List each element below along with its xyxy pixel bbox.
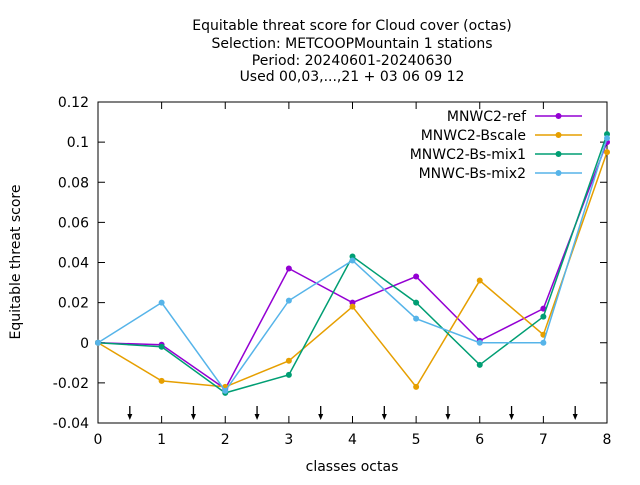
legend-marker: [555, 151, 562, 157]
data-point: [540, 313, 547, 320]
class-marker-arrowhead: [190, 414, 196, 420]
legend-marker: [555, 132, 562, 138]
y-tick-label: 0.08: [58, 175, 89, 191]
class-marker-arrowhead: [445, 414, 451, 420]
data-point: [604, 149, 610, 156]
x-tick-label: 1: [157, 432, 166, 448]
chart-title: Equitable threat score for Cloud cover (…: [192, 18, 511, 85]
legend-label: MNWC2-Bs-mix1: [410, 147, 526, 163]
series-lines: [95, 131, 610, 396]
y-tick-label: 0: [80, 336, 89, 352]
data-point: [413, 315, 420, 322]
class-marker-arrowhead: [254, 414, 260, 420]
data-point: [413, 383, 420, 390]
y-tick-label: 0.12: [58, 95, 89, 111]
data-point: [476, 361, 483, 368]
data-point: [158, 377, 165, 384]
data-point: [349, 257, 356, 264]
data-point: [413, 273, 420, 280]
x-tick-label: 3: [284, 432, 293, 448]
x-tick-label: 8: [603, 432, 612, 448]
legend-label: MNWC2-ref: [447, 109, 527, 125]
legend: MNWC2-ref MNWC2-Bscale MNWC2-Bs-mix1 MNWC-B…: [410, 109, 582, 182]
data-point: [476, 339, 483, 346]
data-point: [285, 297, 292, 304]
y-tick-label: 0.02: [58, 296, 89, 312]
data-point: [604, 135, 610, 142]
x-tick-label: 4: [348, 432, 357, 448]
class-markers: [127, 406, 578, 420]
class-marker-arrowhead: [127, 414, 133, 420]
data-point: [158, 299, 165, 306]
legend-label: MNWC-Bs-mix2: [419, 166, 526, 182]
x-tick-label: 0: [94, 432, 103, 448]
data-point: [476, 277, 483, 284]
data-point: [285, 357, 292, 364]
data-point: [285, 265, 292, 272]
x-axis-label: classes octas: [306, 459, 399, 475]
data-point: [222, 387, 229, 394]
y-tick-label: -0.02: [53, 376, 89, 392]
series-line: [97, 151, 608, 389]
y-axis-label: Equitable threat score: [8, 185, 24, 340]
data-point: [285, 371, 292, 378]
title-line-1: Equitable threat score for Cloud cover (…: [192, 18, 511, 34]
x-tick-label: 7: [539, 432, 548, 448]
x-tick-label: 5: [412, 432, 421, 448]
x-tick-label: 2: [221, 432, 230, 448]
title-line-2: Selection: METCOOPMountain 1 stations: [211, 36, 492, 52]
y-tick-label: 0.1: [67, 135, 89, 151]
x-tick-label: 6: [475, 432, 484, 448]
data-point: [540, 339, 547, 346]
data-point: [413, 299, 420, 306]
class-marker-arrowhead: [318, 414, 324, 420]
data-point: [158, 343, 165, 350]
title-line-3: Period: 20240601-20240630: [252, 53, 452, 69]
y-tick-label: 0.04: [58, 256, 89, 272]
y-tick-label: 0.06: [58, 215, 89, 231]
legend-marker: [555, 170, 562, 176]
data-point: [95, 339, 101, 346]
class-marker-arrowhead: [572, 414, 578, 420]
title-line-4: Used 00,03,...,21 + 03 06 09 12: [240, 69, 465, 85]
y-axis: -0.04 -0.02 0 0.02 0.04 0.06 0.08 0.1 0.12: [53, 95, 607, 432]
x-axis: 0 1 2 3 4 5 6 7 8: [94, 102, 612, 448]
legend-label: MNWC2-Bscale: [421, 128, 526, 144]
data-point: [349, 303, 356, 310]
y-tick-label: -0.04: [53, 416, 89, 432]
class-marker-arrowhead: [509, 414, 515, 420]
series-line: [97, 141, 608, 390]
legend-marker: [555, 113, 562, 119]
class-marker-arrowhead: [381, 414, 387, 420]
